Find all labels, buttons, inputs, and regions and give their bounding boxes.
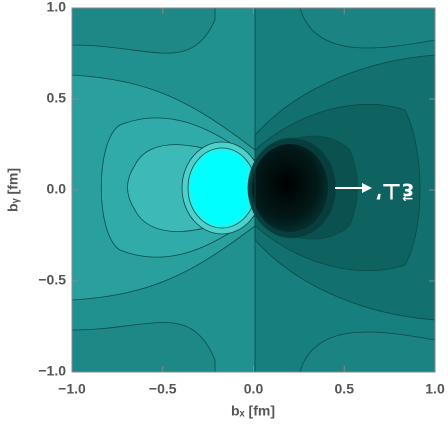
y-axis-label: bᵧ [fm] — [5, 168, 21, 212]
x-tick-label: −1.0 — [58, 381, 86, 397]
y-tick-label: 1.0 — [47, 0, 67, 15]
y-tick-label: 0.0 — [47, 181, 67, 197]
x-tick-label: 0.5 — [335, 381, 355, 397]
x-axis-label: bₓ [fm] — [231, 403, 275, 419]
arrow-head — [362, 183, 372, 193]
annotation: ε⃗⊥′ — [376, 179, 414, 204]
x-tick-label: −0.5 — [149, 381, 177, 397]
x-tick-label: 1.0 — [425, 381, 445, 397]
y-tick-label: −1.0 — [38, 363, 66, 379]
y-tick-label: −0.5 — [38, 272, 66, 288]
contour-field — [72, 8, 435, 372]
x-tick-label: 0.0 — [244, 381, 264, 397]
y-tick-label: 0.5 — [47, 90, 67, 106]
